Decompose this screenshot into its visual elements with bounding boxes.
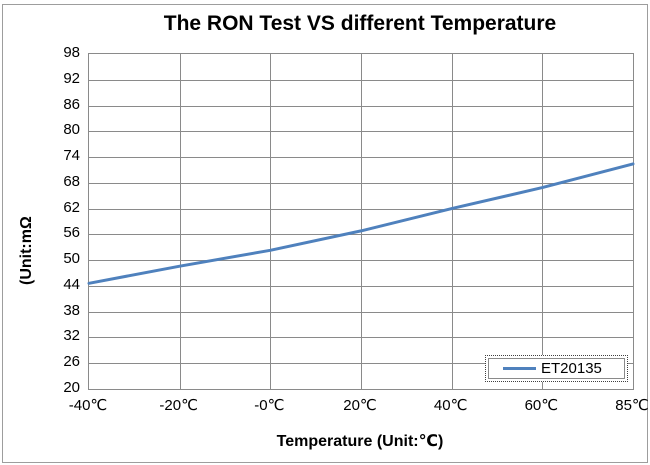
x-tick-label-5: 60℃	[524, 397, 559, 414]
legend-series-label: ET20135	[541, 360, 602, 377]
y-tick-label-98: 98	[63, 44, 80, 61]
v-gridline-5	[542, 54, 544, 389]
x-tick-label-4: 40℃	[433, 397, 468, 414]
y-tick-label-56: 56	[63, 224, 80, 242]
legend-line-sample	[503, 367, 536, 370]
y-tick-label-74: 74	[63, 147, 80, 165]
plot-area	[87, 53, 635, 390]
y-tick-label-44: 44	[63, 275, 80, 293]
v-gridline-1	[179, 54, 181, 389]
x-tick-label-0: -40℃	[68, 397, 108, 414]
x-tick-label-3: 20℃	[343, 397, 377, 414]
x-axis-title: Temperature (Unit:℃)	[276, 433, 444, 450]
y-tick-label-38: 38	[63, 301, 80, 319]
series-line-et20135[interactable]	[87, 162, 635, 285]
y-tick-label-86: 86	[63, 95, 80, 113]
legend-box: ET20135	[488, 358, 625, 379]
y-tick-label-68: 68	[63, 172, 80, 190]
y-tick-label-20: 20	[63, 379, 80, 396]
legend[interactable]: ET20135	[485, 355, 628, 382]
y-tick-label-92: 92	[63, 69, 80, 87]
x-tick-label-1: -20℃	[159, 397, 198, 414]
x-tick-label-6: 85℃	[615, 397, 649, 414]
y-tick-label-26: 26	[63, 353, 80, 371]
x-tick-label-2: -0℃	[254, 397, 285, 414]
y-tick-label-80: 80	[63, 121, 80, 139]
chart-title: The RON Test VS different Temperature	[163, 12, 557, 35]
y-tick-label-50: 50	[63, 250, 80, 268]
v-gridline-3	[361, 54, 362, 389]
v-gridline-4	[451, 54, 453, 389]
y-tick-label-32: 32	[63, 327, 80, 345]
y-tick-label-62: 62	[63, 198, 80, 216]
v-gridline-2	[270, 54, 272, 389]
series-plot	[87, 162, 635, 285]
